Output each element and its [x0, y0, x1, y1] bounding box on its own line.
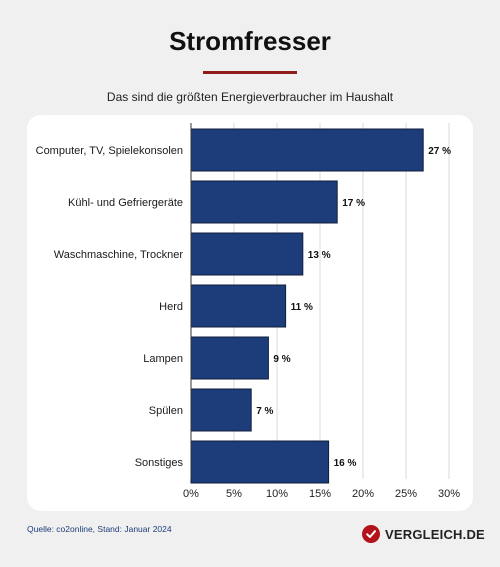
value-label: 16 %: [334, 458, 357, 469]
value-label: 13 %: [308, 250, 331, 261]
title-underline: [203, 71, 297, 74]
chart-title: Stromfresser: [169, 26, 331, 56]
category-label: Computer, TV, Spielekonsolen: [36, 145, 183, 157]
category-label: Waschmaschine, Trockner: [54, 249, 184, 261]
bar: [190, 180, 338, 224]
checkmark-icon: [362, 525, 380, 543]
bar-chart: 0% 5% 10% 15% 20% 25% 30% Computer, TV, Spielek…: [36, 123, 460, 500]
bar: [190, 388, 252, 432]
value-label: 17 %: [342, 198, 365, 209]
category-label: Lampen: [143, 353, 183, 365]
value-label: 9 %: [273, 354, 290, 365]
value-label: 7 %: [256, 406, 273, 417]
x-tick-label: 0%: [183, 488, 199, 500]
brand-name: VERGLEICH.DE: [385, 526, 485, 542]
x-tick-label: 15%: [309, 488, 331, 500]
category-label: Sonstiges: [135, 457, 184, 469]
brand-logo[interactable]: VERGLEICH.DE: [362, 523, 485, 545]
category-label: Herd: [159, 301, 183, 313]
bar: [190, 336, 269, 380]
chart-card: 0% 5% 10% 15% 20% 25% 30% Computer, TV, Spielek…: [27, 115, 473, 511]
bar: [190, 440, 330, 484]
chart-subtitle: Das sind die größten Energieverbraucher …: [106, 90, 394, 104]
bar: [190, 232, 304, 276]
category-label: Spülen: [149, 405, 183, 417]
source-note: Quelle: co2online, Stand: Januar 2024: [27, 524, 172, 534]
x-tick-label: 10%: [266, 488, 288, 500]
bar: [190, 284, 287, 328]
value-label: 11 %: [291, 302, 313, 313]
category-label: Kühl- und Gefriergeräte: [68, 197, 183, 209]
value-label: 27 %: [428, 146, 451, 157]
x-tick-label: 20%: [352, 488, 374, 500]
x-tick-label: 5%: [226, 488, 242, 500]
bar: [190, 128, 424, 172]
x-tick-label: 25%: [395, 488, 417, 500]
x-tick-label: 30%: [438, 488, 460, 500]
